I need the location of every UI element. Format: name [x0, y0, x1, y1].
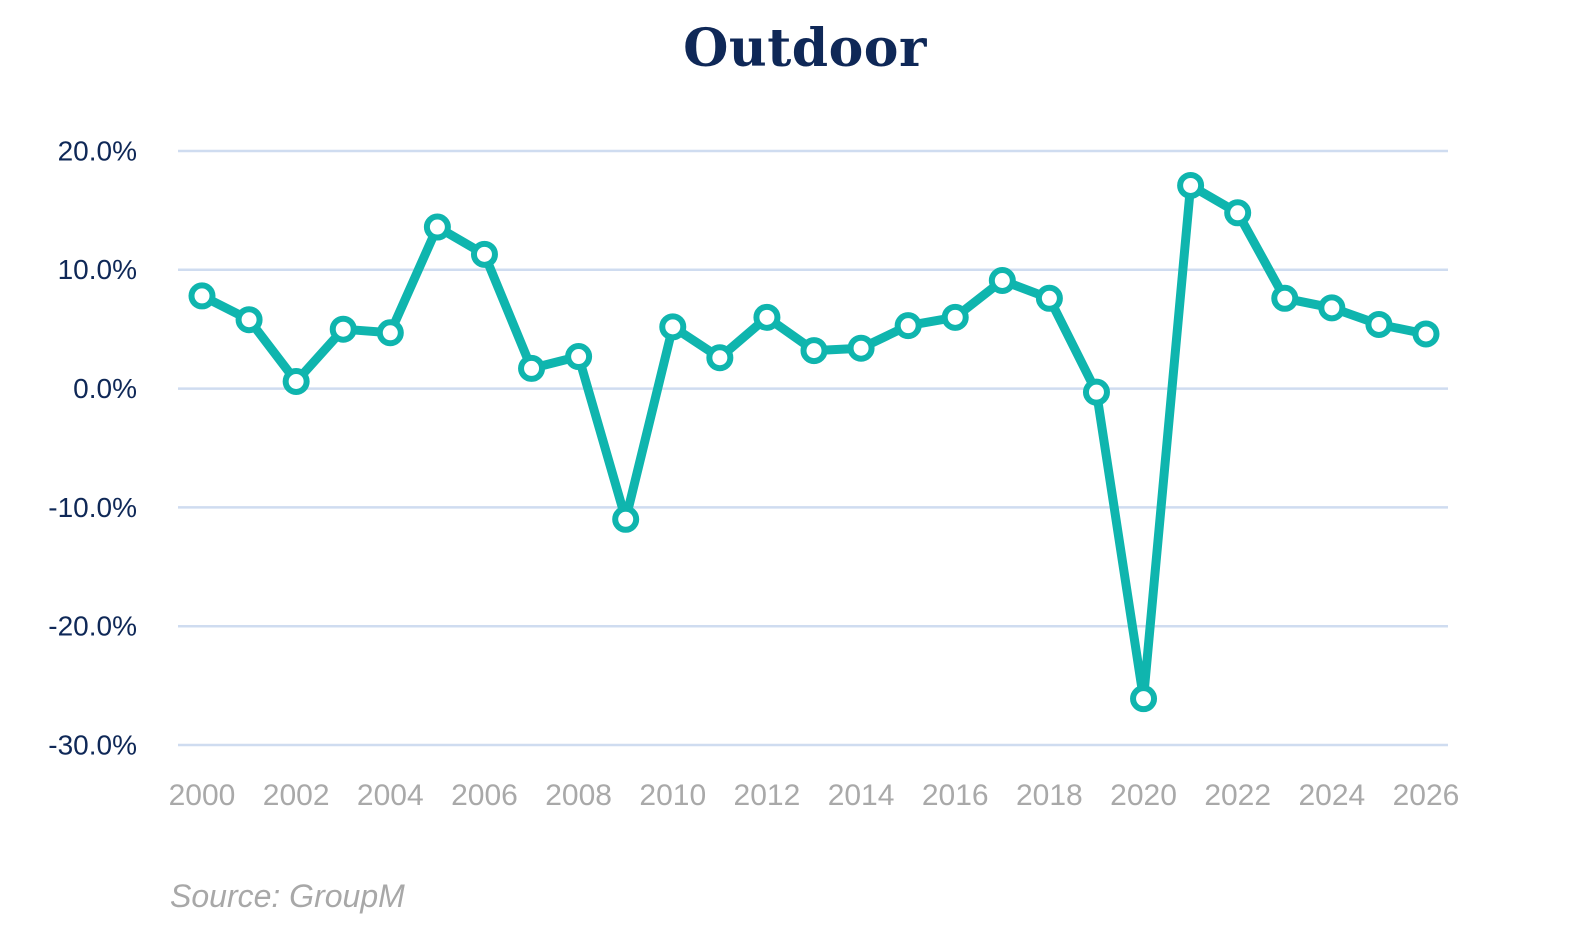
- x-tick-label: 2008: [545, 779, 612, 812]
- data-point-2005: [423, 213, 451, 241]
- data-point-2006: [470, 240, 498, 268]
- data-point-2023: [1271, 284, 1299, 312]
- data-point-2004: [376, 319, 404, 347]
- data-point-2010: [659, 313, 687, 341]
- x-tick-label: 2004: [357, 779, 424, 812]
- data-series: [188, 171, 1440, 713]
- data-point-2021: [1177, 171, 1205, 199]
- x-axis-tick-labels: 2000 2002 2004 2006 2008 2010 2012 2014 2016 2018…: [169, 779, 1460, 812]
- data-point-2007: [518, 354, 546, 382]
- data-point-2000: [188, 282, 216, 310]
- y-tick-label: -10.0%: [48, 492, 137, 523]
- x-tick-label: 2000: [169, 779, 236, 812]
- data-point-2019: [1082, 378, 1110, 406]
- data-point-2015: [894, 312, 922, 340]
- x-tick-label: 2012: [734, 779, 801, 812]
- grid-lines: [178, 149, 1448, 747]
- data-point-2012: [753, 303, 781, 331]
- data-point-2018: [1035, 284, 1063, 312]
- data-point-2013: [800, 337, 828, 365]
- x-tick-label: 2016: [922, 779, 989, 812]
- y-tick-label: 0.0%: [73, 373, 137, 404]
- data-point-2011: [706, 344, 734, 372]
- x-tick-label: 2010: [639, 779, 706, 812]
- y-tick-label: 20.0%: [58, 135, 137, 166]
- x-tick-label: 2020: [1110, 779, 1177, 812]
- data-point-2002: [282, 367, 310, 395]
- data-point-2025: [1365, 310, 1393, 338]
- data-point-2024: [1318, 294, 1346, 322]
- y-axis-tick-labels: 20.0% 10.0% 0.0% -10.0% -20.0% -30.0%: [48, 135, 137, 760]
- x-tick-label: 2014: [828, 779, 895, 812]
- data-point-2016: [941, 303, 969, 331]
- data-point-2001: [235, 306, 263, 334]
- data-point-2009: [612, 505, 640, 533]
- y-tick-label: 10.0%: [58, 254, 137, 285]
- x-tick-label: 2024: [1298, 779, 1365, 812]
- y-tick-label: -30.0%: [48, 729, 137, 760]
- x-tick-label: 2006: [451, 779, 518, 812]
- x-tick-label: 2018: [1016, 779, 1083, 812]
- data-point-2026: [1412, 320, 1440, 348]
- data-point-2008: [565, 343, 593, 371]
- data-point-2017: [988, 266, 1016, 294]
- chart-title: Outdoor: [683, 18, 927, 79]
- x-tick-label: 2026: [1393, 779, 1460, 812]
- data-point-2020: [1130, 685, 1158, 713]
- data-point-2022: [1224, 199, 1252, 227]
- source-note: Source: GroupM: [170, 878, 405, 914]
- data-point-2014: [847, 334, 875, 362]
- y-tick-label: -20.0%: [48, 611, 137, 642]
- x-tick-label: 2022: [1204, 779, 1271, 812]
- data-point-2003: [329, 315, 357, 343]
- series-line: [197, 181, 1431, 704]
- x-tick-label: 2002: [263, 779, 330, 812]
